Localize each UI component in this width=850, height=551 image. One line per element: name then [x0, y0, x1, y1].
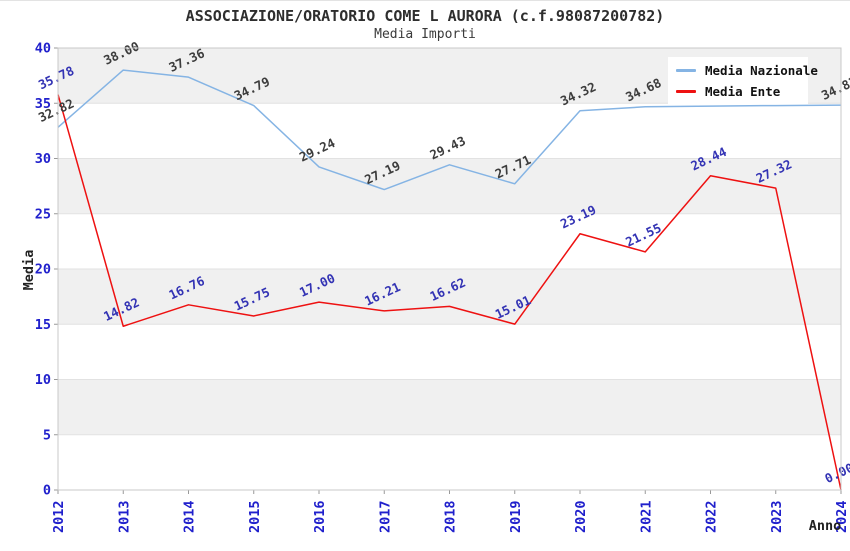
legend-line-swatch-nazionale-icon — [676, 68, 696, 72]
x-tick-label: 2022 — [704, 500, 720, 533]
y-tick-label: 35 — [35, 96, 51, 112]
x-tick-label: 2015 — [247, 500, 263, 533]
legend-item-media-ente: Media Ente — [668, 84, 808, 99]
x-tick-label: 2020 — [573, 500, 589, 533]
x-tick-label: 2016 — [312, 500, 328, 533]
y-tick-label: 20 — [35, 262, 51, 278]
legend-line-swatch-ente-icon — [676, 89, 696, 93]
y-tick-label: 25 — [35, 206, 51, 222]
x-tick-label: 2013 — [116, 500, 132, 533]
legend-item-media-nazionale: Media Nazionale — [668, 63, 818, 78]
x-tick-label: 2018 — [443, 500, 459, 533]
plot-band — [58, 434, 841, 490]
legend-label-media-nazionale: Media Nazionale — [705, 62, 818, 78]
plot-border — [57, 47, 842, 491]
plot-band — [58, 269, 841, 325]
x-axis-title: Anno — [808, 518, 842, 534]
legend-label-media-ente: Media Ente — [705, 83, 781, 99]
series-line-media-ente — [57, 94, 842, 491]
chart-legend: Media Nazionale Media Ente — [668, 57, 818, 104]
chart-subtitle: Media Importi — [374, 27, 476, 42]
x-tick-label: 2014 — [182, 500, 198, 533]
y-axis-title: Media — [21, 249, 37, 291]
x-tick-label: 2012 — [51, 500, 67, 533]
x-tick-label: 2024 — [834, 500, 850, 533]
x-tick-label: 2019 — [508, 500, 524, 533]
plot-band — [58, 379, 841, 435]
x-tick-label: 2023 — [769, 500, 785, 533]
chart-title: ASSOCIAZIONE/ORATORIO COME L AURORA (c.f… — [185, 7, 665, 25]
x-tick-label: 2017 — [377, 500, 393, 533]
plot-band — [58, 103, 841, 159]
plot-band — [58, 324, 841, 380]
plot-band — [58, 158, 841, 214]
y-tick-label: 15 — [35, 317, 51, 333]
y-tick-label: 40 — [35, 41, 51, 57]
y-tick-label: 5 — [43, 427, 51, 443]
x-tick-label: 2021 — [638, 500, 654, 533]
y-tick-label: 0 — [43, 483, 51, 499]
series-line-media-nazionale — [57, 69, 842, 191]
y-tick-label: 30 — [35, 151, 51, 167]
y-tick-label: 10 — [35, 372, 51, 388]
plot-band — [58, 213, 841, 269]
